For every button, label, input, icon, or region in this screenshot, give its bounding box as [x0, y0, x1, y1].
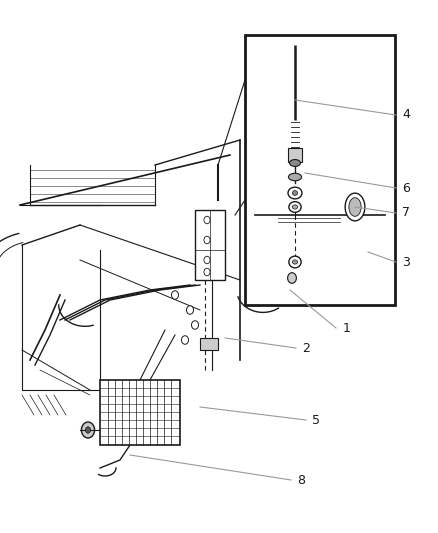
Text: 7: 7 — [402, 206, 410, 220]
Ellipse shape — [289, 173, 302, 181]
Circle shape — [204, 268, 210, 276]
Circle shape — [172, 290, 179, 299]
Ellipse shape — [293, 191, 298, 196]
Bar — [200, 338, 218, 350]
Text: 3: 3 — [402, 255, 410, 269]
Circle shape — [204, 256, 210, 264]
Ellipse shape — [290, 159, 300, 166]
Circle shape — [288, 273, 297, 284]
Text: 2: 2 — [302, 342, 310, 354]
Bar — [100, 380, 180, 445]
Circle shape — [85, 427, 91, 433]
Bar — [245, 35, 395, 305]
Text: 4: 4 — [402, 109, 410, 122]
Ellipse shape — [288, 187, 302, 199]
Ellipse shape — [293, 260, 298, 264]
Ellipse shape — [293, 205, 298, 209]
Ellipse shape — [289, 256, 301, 268]
Circle shape — [204, 216, 210, 224]
Ellipse shape — [289, 201, 301, 212]
Circle shape — [187, 306, 194, 314]
Ellipse shape — [345, 193, 365, 221]
Circle shape — [181, 336, 188, 344]
Text: 5: 5 — [312, 414, 320, 426]
Circle shape — [191, 321, 198, 329]
Text: 1: 1 — [342, 321, 350, 335]
Bar — [289, 148, 302, 162]
Ellipse shape — [349, 198, 361, 216]
Text: 8: 8 — [297, 473, 305, 487]
Text: 6: 6 — [402, 182, 410, 195]
Circle shape — [204, 236, 210, 244]
Bar — [195, 210, 225, 280]
Circle shape — [81, 422, 95, 438]
